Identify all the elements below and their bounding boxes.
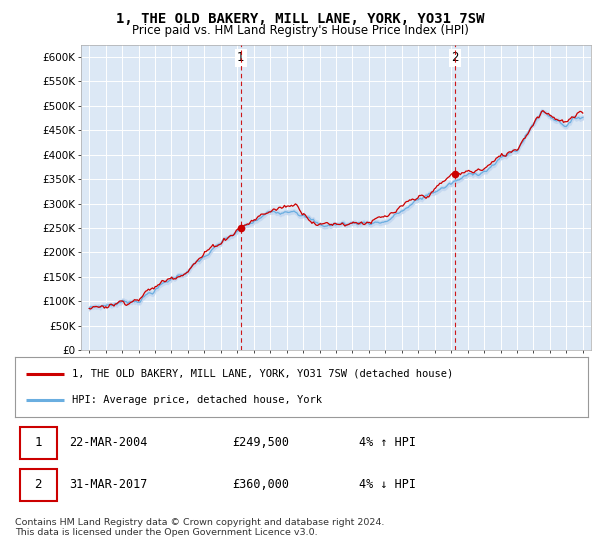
Text: 1: 1 [34, 436, 41, 450]
Text: Contains HM Land Registry data © Crown copyright and database right 2024.
This d: Contains HM Land Registry data © Crown c… [15, 518, 385, 538]
Text: 2: 2 [34, 478, 41, 492]
Text: 22-MAR-2004: 22-MAR-2004 [70, 436, 148, 450]
Text: 1: 1 [237, 51, 245, 64]
Text: £360,000: £360,000 [233, 478, 290, 492]
FancyBboxPatch shape [20, 427, 57, 459]
Text: Price paid vs. HM Land Registry's House Price Index (HPI): Price paid vs. HM Land Registry's House … [131, 24, 469, 37]
Text: 1, THE OLD BAKERY, MILL LANE, YORK, YO31 7SW: 1, THE OLD BAKERY, MILL LANE, YORK, YO31… [116, 12, 484, 26]
Text: 1, THE OLD BAKERY, MILL LANE, YORK, YO31 7SW (detached house): 1, THE OLD BAKERY, MILL LANE, YORK, YO31… [73, 368, 454, 379]
Text: 31-MAR-2017: 31-MAR-2017 [70, 478, 148, 492]
Text: 4% ↑ HPI: 4% ↑ HPI [359, 436, 416, 450]
Text: 2: 2 [451, 51, 459, 64]
Text: £249,500: £249,500 [233, 436, 290, 450]
Text: 4% ↓ HPI: 4% ↓ HPI [359, 478, 416, 492]
Text: HPI: Average price, detached house, York: HPI: Average price, detached house, York [73, 395, 322, 405]
FancyBboxPatch shape [20, 469, 57, 501]
